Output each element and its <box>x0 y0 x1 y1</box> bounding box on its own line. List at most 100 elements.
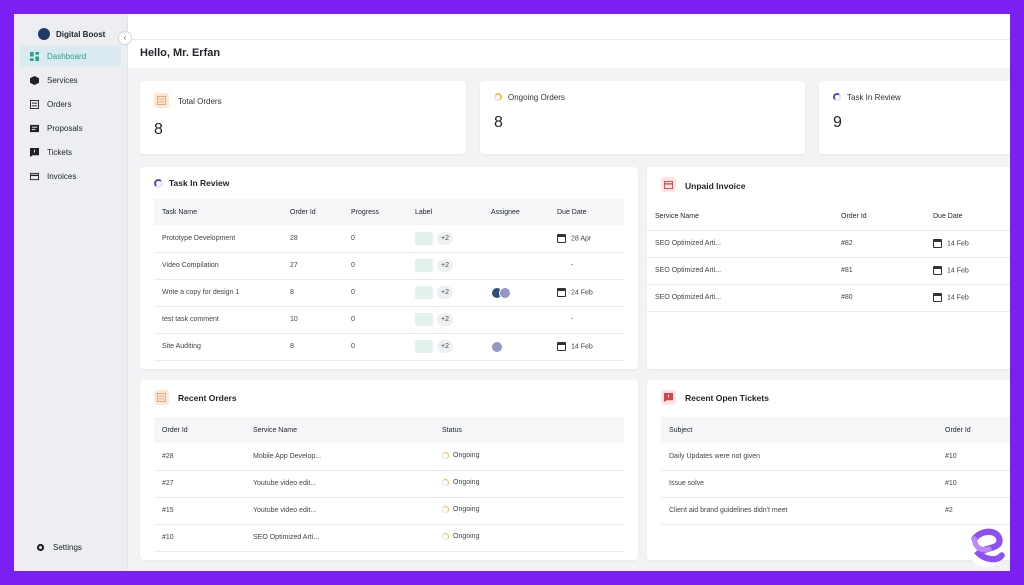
column-header: Label <box>407 199 483 225</box>
table-row[interactable]: Daily Updates were not given #10 <box>661 443 1010 471</box>
ongoing-spinner-icon <box>442 506 449 513</box>
sidebar-item-dashboard[interactable]: Dashboard <box>20 46 121 66</box>
top-bar <box>128 14 1010 40</box>
service-name: SEO Optimized Arti... <box>647 257 833 285</box>
table-row[interactable]: Prototype Development 28 0 +2 28 Apr <box>154 225 624 253</box>
table-row[interactable]: test task comment 10 0 +2 - <box>154 306 624 334</box>
order-id: 8 <box>282 279 343 307</box>
card-title: Task In Review <box>169 178 230 188</box>
table-row[interactable]: Write a copy for design 1 8 0 +2 24 Feb <box>154 279 624 307</box>
assignee-cell <box>483 306 549 334</box>
due-date-cell: 14 Feb <box>925 230 1010 258</box>
dashboard-icon <box>30 51 39 61</box>
avatar[interactable] <box>499 286 511 299</box>
service-name: SEO Optimized Arti... <box>647 284 833 312</box>
progress: 0 <box>343 333 407 361</box>
recent-orders-table: Order Id Service Name Status #28 Mobile … <box>154 417 624 552</box>
table-header-row: Order Id Service Name Status <box>154 417 624 443</box>
order-id: #15 <box>154 497 245 525</box>
recent-tickets-card: Recent Open Tickets Subject Order Id Dai… <box>647 380 1010 560</box>
column-header: Subject <box>661 417 937 443</box>
column-header: Order Id <box>833 204 925 230</box>
order-id: #10 <box>154 524 245 552</box>
due-date: 14 Feb <box>947 294 969 302</box>
column-header: Progress <box>343 199 407 225</box>
stat-label: Total Orders <box>178 97 222 106</box>
label-cell: +2 <box>407 306 483 334</box>
review-spinner-icon <box>833 93 841 101</box>
chevron-left-icon: ‹ <box>123 33 127 42</box>
due-date: 14 Feb <box>571 343 593 351</box>
sidebar-item-settings[interactable]: Settings <box>26 537 82 557</box>
sidebar-item-orders[interactable]: Orders <box>20 94 121 114</box>
table-row[interactable]: Video Compilation 27 0 +2 - <box>154 252 624 280</box>
invoice-icon <box>661 177 676 192</box>
brand-logo-icon <box>38 28 50 40</box>
table-row[interactable]: SEO Optimized Arti... #81 14 Feb <box>647 257 1010 285</box>
table-row[interactable]: #27 Youtube video edit... Ongoing <box>154 470 624 498</box>
label-cell: +2 <box>407 333 483 361</box>
sidebar: Digital Boost Dashboard Services Orders … <box>14 14 128 571</box>
recent-tickets-table: Subject Order Id Daily Updates were not … <box>661 417 1010 525</box>
order-id: 8 <box>282 333 343 361</box>
more-labels-badge[interactable]: +2 <box>437 340 453 353</box>
stat-card-task-in-review[interactable]: Task In Review 9 <box>819 81 1010 154</box>
brand[interactable]: Digital Boost <box>14 14 127 44</box>
collapse-sidebar-button[interactable]: ‹ <box>118 31 132 45</box>
sidebar-item-services[interactable]: Services <box>20 70 121 90</box>
stat-card-ongoing-orders[interactable]: Ongoing Orders 8 <box>480 81 805 154</box>
sidebar-item-invoices[interactable]: Invoices <box>20 166 121 186</box>
status-badge: Ongoing <box>453 533 480 540</box>
table-header-row: Service Name Order Id Due Date <box>647 204 1010 230</box>
proposals-icon <box>30 124 39 132</box>
table-row[interactable]: Client aid brand guidelines didn't meet … <box>661 497 1010 525</box>
more-labels-badge[interactable]: +2 <box>437 259 453 272</box>
table-row[interactable]: Issue solve #10 <box>661 470 1010 498</box>
more-labels-badge[interactable]: +2 <box>437 313 453 326</box>
assignee-cell <box>483 333 549 361</box>
ticket-subject: Issue solve <box>661 470 937 498</box>
service-name: SEO Optimized Arti... <box>245 524 434 552</box>
calendar-icon <box>557 342 566 351</box>
table-row[interactable]: SEO Optimized Arti... #82 14 Feb <box>647 230 1010 258</box>
sidebar-item-label: Orders <box>47 99 72 109</box>
task-review-table: Task Name Order Id Progress Label Assign… <box>154 199 624 361</box>
more-labels-badge[interactable]: +2 <box>437 231 453 245</box>
order-id: #28 <box>154 443 245 471</box>
service-name: Youtube video edit... <box>245 470 434 498</box>
table-row[interactable]: Site Auditing 8 0 +2 14 Feb <box>154 333 624 361</box>
main-content: Hello, Mr. Erfan Total Orders 8 Ongoing … <box>128 14 1010 571</box>
table-row[interactable]: SEO Optimized Arti... #80 14 Feb <box>647 284 1010 312</box>
settings-label: Settings <box>53 542 82 552</box>
table-row[interactable]: #15 Youtube video edit... Ongoing <box>154 497 624 525</box>
stat-value: 8 <box>494 114 503 131</box>
more-labels-badge[interactable]: +2 <box>437 286 453 299</box>
label-cell: +2 <box>407 279 483 307</box>
table-row[interactable]: #10 SEO Optimized Arti... Ongoing <box>154 524 624 552</box>
brand-watermark-logo <box>966 525 1008 567</box>
ticket-subject: Client aid brand guidelines didn't meet <box>661 497 937 525</box>
sidebar-item-label: Proposals <box>47 123 83 133</box>
due-date-cell: 24 Feb <box>549 279 624 307</box>
column-header: Due Date <box>925 204 1010 230</box>
order-id: #80 <box>833 284 925 312</box>
label-chip <box>415 313 433 326</box>
calendar-icon <box>557 288 566 297</box>
sidebar-item-label: Dashboard <box>47 51 87 61</box>
order-id: 27 <box>282 252 343 280</box>
order-id: #10 <box>937 470 1010 498</box>
service-name: SEO Optimized Arti... <box>647 230 833 258</box>
avatar[interactable] <box>491 340 503 353</box>
orders-icon <box>30 99 39 109</box>
sidebar-item-proposals[interactable]: Proposals <box>20 118 121 138</box>
order-id: #2 <box>937 497 1010 525</box>
sidebar-item-tickets[interactable]: Tickets <box>20 142 121 162</box>
orders-icon <box>154 93 169 108</box>
order-id: #10 <box>937 443 1010 471</box>
due-date-cell: - <box>549 306 624 334</box>
column-header: Order Id <box>154 417 245 443</box>
app-window: Digital Boost Dashboard Services Orders … <box>14 14 1010 571</box>
ticket-icon <box>661 390 676 405</box>
table-row[interactable]: #28 Mobile App Develop... Ongoing <box>154 443 624 471</box>
stat-card-total-orders[interactable]: Total Orders 8 <box>140 81 466 154</box>
